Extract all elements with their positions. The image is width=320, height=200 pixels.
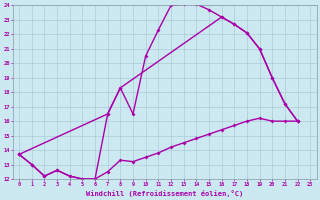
X-axis label: Windchill (Refroidissement éolien,°C): Windchill (Refroidissement éolien,°C) [86,190,243,197]
